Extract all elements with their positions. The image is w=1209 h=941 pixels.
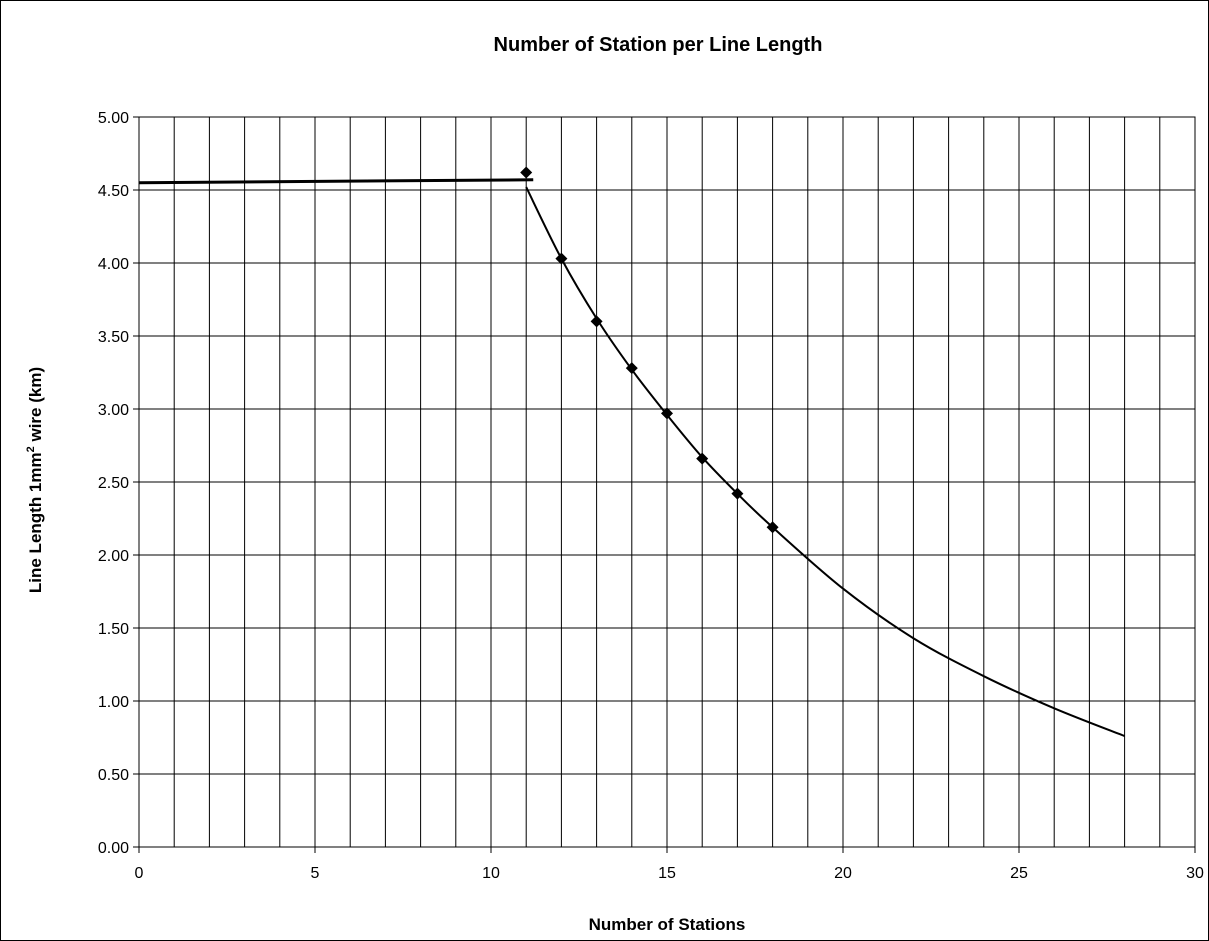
y-tick-label: 1.50 [98, 621, 129, 638]
x-tick-label: 5 [311, 865, 320, 882]
series-layer [138, 166, 1125, 737]
data-point-marker [555, 252, 568, 265]
y-tick-label: 4.00 [98, 256, 129, 273]
x-tick-label: 0 [135, 865, 144, 882]
data-point-marker [731, 487, 744, 500]
y-axis-label: Line Length 1mm2 wire (km) [25, 367, 45, 593]
y-tick-label: 0.00 [98, 840, 129, 857]
grid [139, 117, 1195, 847]
x-tick-label: 25 [1010, 865, 1028, 882]
trend-line-curve [525, 186, 1125, 737]
y-tick-label: 4.50 [98, 183, 129, 200]
x-tick-label: 20 [834, 865, 852, 882]
x-axis-ticks: 0 5 10 15 20 25 30 [135, 847, 1204, 882]
y-tick-label: 5.00 [98, 110, 129, 127]
y-axis-label-superscript: 2 [25, 446, 37, 452]
y-tick-label: 2.50 [98, 475, 129, 492]
data-point-marker [766, 521, 779, 534]
chart-title: Number of Station per Line Length [494, 34, 823, 56]
x-tick-label: 10 [482, 865, 500, 882]
y-axis-label-suffix: wire (km) [26, 367, 45, 446]
data-point-marker [696, 452, 709, 465]
x-tick-label: 30 [1186, 865, 1204, 882]
data-point-marker [625, 362, 638, 375]
y-tick-label: 0.50 [98, 767, 129, 784]
trend-line-flat [138, 178, 534, 185]
y-tick-label: 1.00 [98, 694, 129, 711]
y-tick-label: 3.00 [98, 402, 129, 419]
y-tick-label: 2.00 [98, 548, 129, 565]
data-point-marker [520, 166, 533, 179]
y-tick-label: 3.50 [98, 329, 129, 346]
x-axis-label: Number of Stations [589, 915, 746, 934]
x-tick-label: 15 [658, 865, 676, 882]
data-point-marker [590, 315, 603, 328]
y-axis-ticks: 0.00 0.50 1.00 1.50 2.00 2.50 3.00 3.50 4.00 4.50… [98, 110, 139, 857]
y-axis-label-prefix: Line Length 1mm [26, 452, 45, 593]
data-point-marker [661, 407, 673, 420]
